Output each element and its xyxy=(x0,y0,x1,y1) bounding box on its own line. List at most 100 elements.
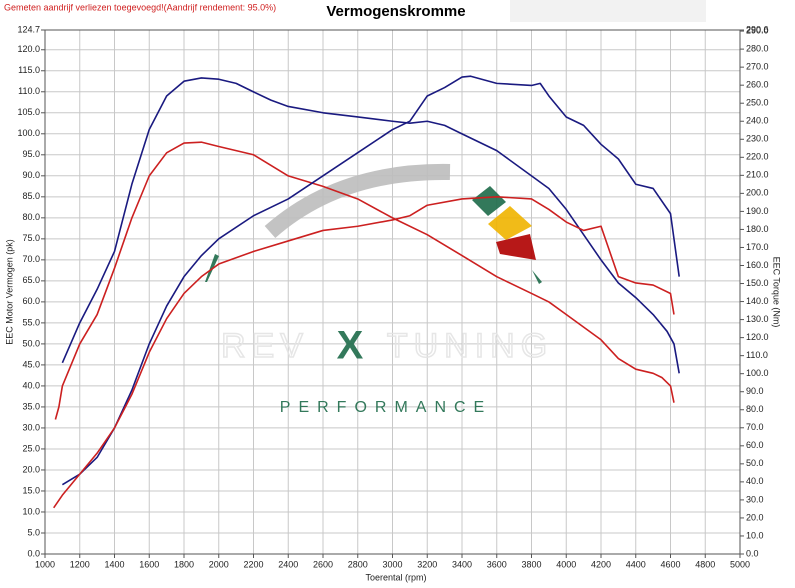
warning: Gemeten aandrijf verliezen toegevoegd!(A… xyxy=(4,2,276,12)
y-tick-label: 124.7 xyxy=(17,24,40,34)
gauge-green xyxy=(472,186,506,216)
x-tick-label: 3600 xyxy=(487,559,507,569)
y-tick-label: 40.0 xyxy=(22,380,40,390)
y2-tick-label: 130.0 xyxy=(746,314,769,324)
y2-tick-label: 250.0 xyxy=(746,98,769,108)
y2-tick-label: 60.0 xyxy=(746,440,764,450)
y-tick-label: 35.0 xyxy=(22,401,40,411)
gauge-red xyxy=(496,234,536,260)
y-tick-label: 90.0 xyxy=(22,170,40,180)
y-tick-label: 45.0 xyxy=(22,359,40,369)
data-line xyxy=(54,141,675,420)
y-tick-label: 25.0 xyxy=(22,443,40,453)
x-tick-label: 1800 xyxy=(174,559,194,569)
data-line xyxy=(53,196,675,509)
y2-tick-label: 280.0 xyxy=(746,43,769,53)
data-line xyxy=(61,77,680,374)
y2-tick-label: 10.0 xyxy=(746,530,764,540)
x-tick-label: 2200 xyxy=(243,559,263,569)
x-tick-label: 1400 xyxy=(104,559,124,569)
chart-title: Vermogenskromme xyxy=(326,3,465,20)
y-tick-label: 5.0 xyxy=(27,527,40,537)
needle-right xyxy=(532,270,542,284)
y-tick-label: 80.0 xyxy=(22,212,40,222)
x-axis-label: Toerental (rpm) xyxy=(365,572,426,582)
brand-x: X xyxy=(337,324,364,368)
x-tick-label: 2600 xyxy=(313,559,333,569)
y-tick-label: 60.0 xyxy=(22,296,40,306)
y2-tick-label: 0.0 xyxy=(746,548,759,558)
y2-tick-label: 40.0 xyxy=(746,476,764,486)
y-tick-label: 30.0 xyxy=(22,422,40,432)
gauge-arc xyxy=(264,163,451,239)
y-tick-label: 100.0 xyxy=(17,128,40,138)
y2-tick-label: 20.0 xyxy=(746,512,764,522)
y2-tick-label: 70.0 xyxy=(746,422,764,432)
y2-tick-label: 170.0 xyxy=(746,242,769,252)
x-tick-label: 3000 xyxy=(382,559,402,569)
y-tick-label: 70.0 xyxy=(22,254,40,264)
y2-tick-label: 260.0 xyxy=(746,80,769,90)
y-tick-label: 105.0 xyxy=(17,107,40,117)
watermark: REV X TUNING PERFORMANCE xyxy=(205,163,553,416)
grid xyxy=(44,29,741,555)
x-tick-label: 4000 xyxy=(556,559,576,569)
y-tick-label: 120.0 xyxy=(17,44,40,54)
y-tick-label: 95.0 xyxy=(22,149,40,159)
x-tick-label: 4800 xyxy=(695,559,715,569)
y2-tick-label: 120.0 xyxy=(746,332,769,342)
lines xyxy=(53,75,680,509)
brand-tagline: PERFORMANCE xyxy=(280,399,492,416)
y-tick-label: 65.0 xyxy=(22,275,40,285)
brand-tuning: TUNING xyxy=(387,327,553,365)
header-box xyxy=(510,0,706,22)
y2-tick-label: 30.0 xyxy=(746,494,764,504)
x-tick-label: 1200 xyxy=(70,559,90,569)
y2-tick-label: 220.0 xyxy=(746,152,769,162)
gauge-yellow xyxy=(488,206,532,240)
y2-axis-label: EEC Torque (Nm) xyxy=(772,257,782,328)
x-tick-label: 1000 xyxy=(35,559,55,569)
y2-tick-label: 140.0 xyxy=(746,296,769,306)
x-tick-label: 2800 xyxy=(348,559,368,569)
brand-rev: REV xyxy=(221,327,309,365)
y2-tick-label: 160.0 xyxy=(746,260,769,270)
y2-tick-label: 190.0 xyxy=(746,206,769,216)
y2-tick-label: 110.0 xyxy=(746,350,768,360)
x-tick-label: 2000 xyxy=(209,559,229,569)
x-tick-label: 4200 xyxy=(591,559,611,569)
x-tick-label: 4400 xyxy=(626,559,646,569)
y2-tick-label: 230.0 xyxy=(746,134,769,144)
y2-tick-label: 150.0 xyxy=(746,278,769,288)
y-tick-label: 55.0 xyxy=(22,317,40,327)
y2-tick-label: 290.6 xyxy=(746,24,769,34)
x-tick-label: 5000 xyxy=(730,559,750,569)
y2-tick-label: 80.0 xyxy=(746,404,764,414)
y-tick-label: 50.0 xyxy=(22,338,40,348)
y2-tick-label: 210.0 xyxy=(746,170,769,180)
y2-tick-label: 240.0 xyxy=(746,116,769,126)
y-axis-label: EEC Motor Vermogen (pk) xyxy=(4,239,14,345)
x-tick-label: 3400 xyxy=(452,559,472,569)
y-tick-label: 10.0 xyxy=(22,506,40,516)
x-tick-label: 3800 xyxy=(521,559,541,569)
y2-tick-label: 90.0 xyxy=(746,386,764,396)
x-tick-label: 1600 xyxy=(139,559,159,569)
x-tick-label: 4600 xyxy=(660,559,680,569)
y-tick-label: 0.0 xyxy=(27,548,40,558)
y2-tick-label: 50.0 xyxy=(746,458,764,468)
y2-tick-label: 200.0 xyxy=(746,188,769,198)
x-tick-label: 3200 xyxy=(417,559,437,569)
y-tick-label: 115.0 xyxy=(18,65,40,75)
y-tick-label: 110.0 xyxy=(18,86,40,96)
x-tick-label: 2400 xyxy=(278,559,298,569)
y-tick-label: 15.0 xyxy=(22,485,40,495)
y2-tick-label: 270.0 xyxy=(746,62,769,72)
y-tick-label: 85.0 xyxy=(22,191,40,201)
y2-tick-label: 100.0 xyxy=(746,368,769,378)
y-tick-label: 75.0 xyxy=(22,233,40,243)
y2-tick-label: 290.0 xyxy=(746,25,769,35)
y-tick-label: 20.0 xyxy=(22,464,40,474)
